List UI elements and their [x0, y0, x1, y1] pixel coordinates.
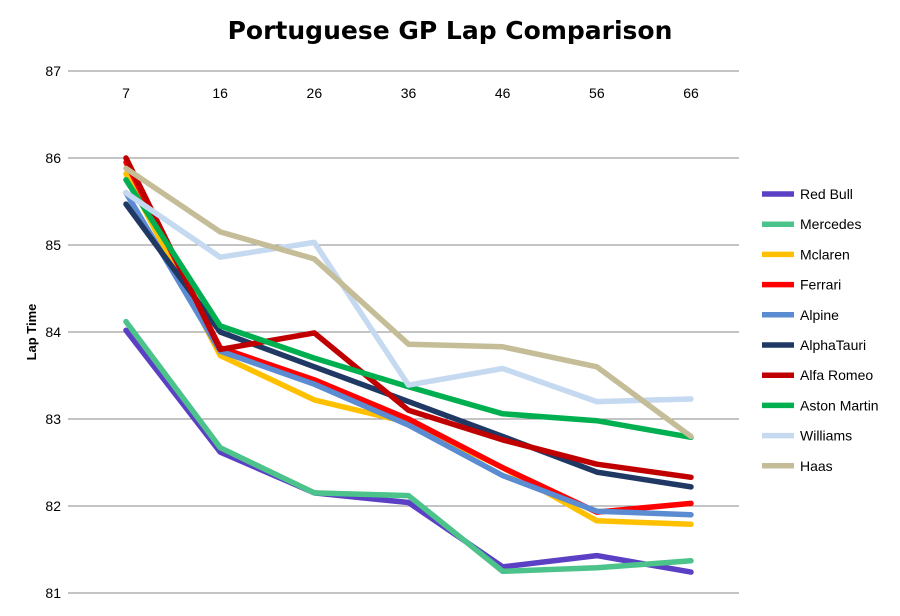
x-tick-label: 7 [122, 85, 130, 101]
y-tick-label: 85 [45, 237, 61, 253]
legend-label: Mercedes [800, 216, 861, 232]
x-tick-label: 36 [401, 85, 417, 101]
series-line-alfa-romeo [123, 155, 694, 481]
series-line-alphatauri [123, 201, 694, 490]
y-tick-label: 87 [45, 63, 61, 79]
series-line-mercedes [123, 318, 694, 575]
y-tick-label: 84 [45, 324, 61, 340]
legend-label: Alfa Romeo [800, 367, 873, 383]
series-line-williams [123, 190, 694, 405]
legend-label: Red Bull [800, 186, 853, 202]
series-line-red-bull [123, 327, 694, 575]
chart-title: Portuguese GP Lap Comparison [227, 16, 673, 45]
x-tick-label: 56 [589, 85, 605, 101]
y-tick-label: 86 [45, 150, 61, 166]
x-tick-label: 66 [683, 85, 699, 101]
x-tick-label: 46 [495, 85, 511, 101]
series-line-haas [123, 165, 694, 440]
y-tick-label: 83 [45, 411, 61, 427]
y-tick-label: 81 [45, 585, 61, 601]
x-tick-label: 26 [307, 85, 323, 101]
legend-label: Williams [800, 428, 852, 444]
legend-label: AlphaTauri [800, 337, 866, 353]
legend-label: Haas [800, 458, 833, 474]
y-tick-label: 82 [45, 498, 61, 514]
legend-label: Alpine [800, 307, 839, 323]
x-tick-label: 16 [212, 85, 228, 101]
y-axis-title: Lap Time [24, 304, 39, 361]
legend-label: Mclaren [800, 246, 850, 262]
legend-label: Ferrari [800, 277, 841, 293]
legend-label: Aston Martin [800, 397, 879, 413]
